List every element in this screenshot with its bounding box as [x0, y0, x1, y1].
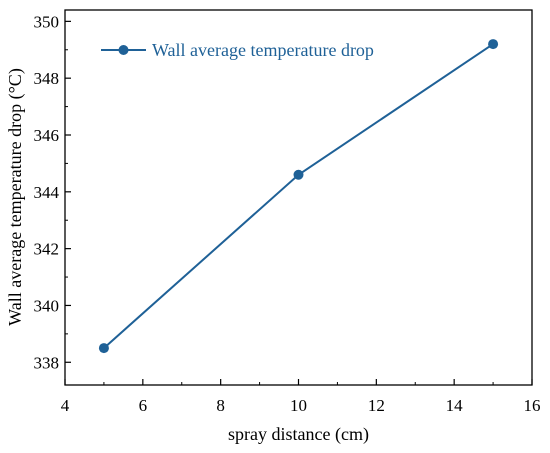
series-line [103, 43, 494, 349]
y-tick-label: 346 [34, 126, 60, 145]
y-tick-label: 342 [34, 240, 60, 259]
x-tick-label: 14 [446, 396, 464, 415]
x-tick-label: 4 [61, 396, 70, 415]
data-point [98, 343, 109, 354]
legend-marker-swatch [118, 45, 129, 55]
y-tick-label: 340 [34, 296, 60, 315]
tick-labels: 4 6 8 10 12 14 16 338 340 342 344 346 348 350 [34, 12, 541, 415]
y-axis-label: Wall average temperature drop (°C) [5, 68, 26, 326]
x-tick-label: 12 [368, 396, 385, 415]
y-tick-label: 338 [34, 353, 60, 372]
x-tick-label: 6 [139, 396, 148, 415]
plot-frame [64, 9, 533, 386]
x-axis-label: spray distance (cm) [228, 424, 369, 445]
x-tick-label: 8 [216, 396, 225, 415]
x-tick-label: 16 [524, 396, 541, 415]
y-tick-label: 350 [34, 12, 60, 31]
series-group [98, 39, 499, 354]
tick-marks [64, 20, 533, 385]
y-tick-label: 344 [34, 183, 60, 202]
data-point [293, 169, 304, 180]
y-tick-label: 348 [34, 69, 60, 88]
legend: Wall average temperature drop [101, 40, 374, 60]
x-tick-label: 10 [290, 396, 307, 415]
data-point [488, 39, 499, 50]
legend-label: Wall average temperature drop [152, 40, 374, 60]
